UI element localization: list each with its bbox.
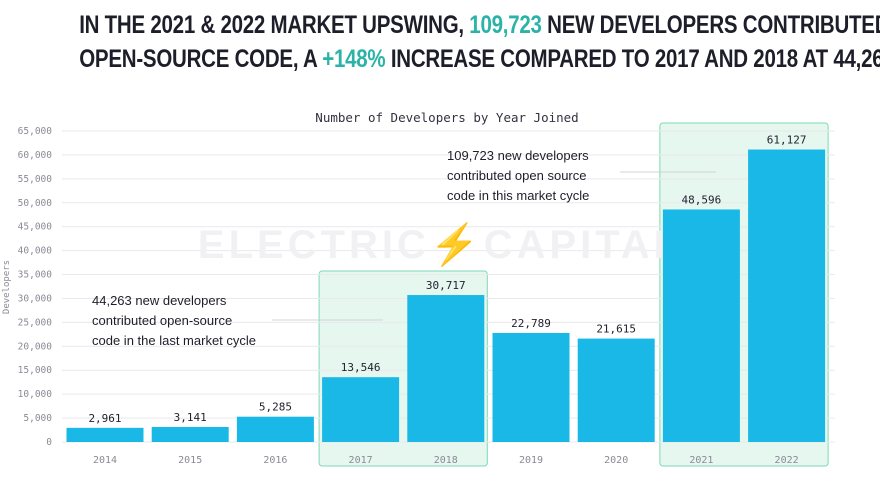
y-tick-label: 35,000 bbox=[18, 270, 53, 281]
headline-highlight: 109,723 bbox=[469, 11, 542, 39]
bar-2021 bbox=[662, 209, 740, 442]
y-tick-label: 60,000 bbox=[18, 150, 53, 161]
headline-text: IN THE 2021 & 2022 MARKET UPSWING, bbox=[79, 11, 470, 39]
data-label-2015: 3,141 bbox=[174, 411, 207, 424]
data-label-2016: 5,285 bbox=[259, 401, 292, 414]
annotation-text: code in the last market cycle bbox=[92, 333, 256, 348]
data-label-2021: 48,596 bbox=[682, 193, 722, 206]
y-tick-label: 65,000 bbox=[18, 126, 53, 137]
data-label-2018: 30,717 bbox=[426, 279, 466, 292]
data-label-2020: 21,615 bbox=[596, 323, 636, 336]
y-axis-label: Developers bbox=[2, 260, 12, 314]
annotation-text: 44,263 new developers bbox=[92, 293, 227, 308]
y-tick-label: 5,000 bbox=[23, 413, 52, 424]
x-tick-label: 2017 bbox=[349, 455, 373, 466]
headline-text: INCREASE COMPARED TO 2017 AND 2018 AT 44… bbox=[385, 45, 880, 73]
headline-line-2: OPEN-SOURCE CODE, A +148% INCREASE COMPA… bbox=[79, 42, 880, 76]
bar-2016 bbox=[236, 416, 314, 442]
y-tick-label: 10,000 bbox=[18, 389, 53, 400]
headline-text: NEW DEVELOPERS CONTRIBUTED bbox=[541, 11, 880, 39]
headline-line-1: IN THE 2021 & 2022 MARKET UPSWING, 109,7… bbox=[79, 8, 880, 42]
data-label-2014: 2,961 bbox=[88, 412, 121, 425]
x-tick-label: 2019 bbox=[519, 455, 543, 466]
watermark: ELECTRIC⚡CAPITAL bbox=[198, 221, 682, 268]
bar-2014 bbox=[66, 427, 144, 442]
data-label-2022: 61,127 bbox=[767, 134, 807, 147]
x-tick-label: 2015 bbox=[178, 455, 202, 466]
x-tick-label: 2020 bbox=[604, 455, 628, 466]
x-tick-label: 2016 bbox=[263, 455, 287, 466]
headline-highlight: +148% bbox=[322, 45, 386, 73]
annotation-text: code in this market cycle bbox=[447, 188, 589, 203]
bar-2017 bbox=[322, 377, 400, 442]
annotation-text: 109,723 new developers bbox=[447, 148, 589, 163]
chart-title: Number of Developers by Year Joined bbox=[315, 110, 578, 125]
y-tick-label: 30,000 bbox=[18, 293, 53, 304]
x-tick-label: 2021 bbox=[689, 455, 713, 466]
y-tick-label: 55,000 bbox=[18, 174, 53, 185]
y-tick-label: 50,000 bbox=[18, 198, 53, 209]
bar-2022 bbox=[748, 149, 826, 442]
x-tick-label: 2014 bbox=[93, 455, 117, 466]
y-tick-label: 15,000 bbox=[18, 365, 53, 376]
bar-2018 bbox=[407, 295, 485, 442]
data-label-2017: 13,546 bbox=[341, 361, 381, 374]
y-tick-label: 0 bbox=[46, 437, 52, 448]
x-tick-label: 2018 bbox=[434, 455, 458, 466]
annotation-text: contributed open-source bbox=[92, 313, 232, 328]
bar-2020 bbox=[577, 338, 655, 442]
y-tick-label: 25,000 bbox=[18, 317, 53, 328]
data-label-2019: 22,789 bbox=[511, 317, 551, 330]
y-tick-label: 45,000 bbox=[18, 222, 53, 233]
bar-2015 bbox=[151, 426, 229, 442]
bar-2019 bbox=[492, 332, 570, 442]
x-tick-label: 2022 bbox=[775, 455, 799, 466]
headline-text: OPEN-SOURCE CODE, A bbox=[79, 45, 323, 73]
y-tick-label: 40,000 bbox=[18, 246, 53, 257]
annotation-text: contributed open source bbox=[447, 168, 586, 183]
y-tick-label: 20,000 bbox=[18, 341, 53, 352]
headline: IN THE 2021 & 2022 MARKET UPSWING, 109,7… bbox=[79, 8, 880, 76]
